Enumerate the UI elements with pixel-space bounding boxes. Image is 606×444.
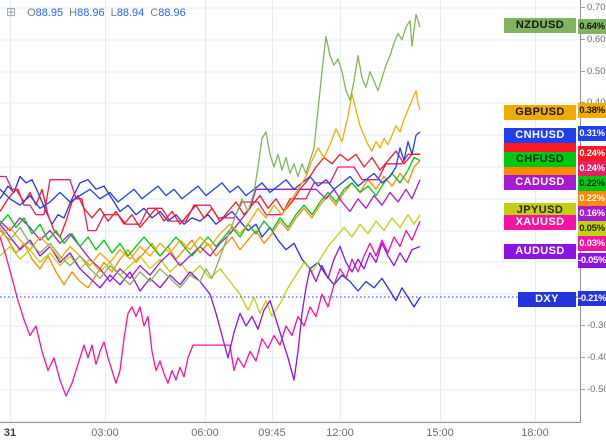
- ohlc-open-label: O: [27, 7, 36, 19]
- price-label-0.64%: 0.64%: [578, 18, 606, 34]
- price-label--0.21%: -0.21%: [578, 290, 606, 306]
- price-label-0.05%: 0.05%: [578, 220, 606, 236]
- time-tick-18:00: 18:00: [521, 427, 549, 439]
- price-tick-text: 0.70%: [587, 2, 606, 13]
- time-tick-03:00: 03:00: [91, 427, 119, 439]
- time-tick-09:45: 09:45: [258, 427, 286, 439]
- price-label-0.03%: 0.03%: [578, 235, 606, 251]
- price-tick-text: 0.60%: [587, 33, 606, 45]
- series-line-CADUSD[interactable]: [0, 179, 421, 283]
- price-tick-label: -0.30%: [581, 320, 606, 332]
- chart-plot-area[interactable]: [0, 0, 581, 423]
- price-tick-dash: [581, 6, 585, 8]
- ohlc-high-value: 88.96: [77, 7, 105, 19]
- time-axis-line: [0, 422, 581, 423]
- price-label-0.16%: 0.16%: [578, 205, 606, 221]
- time-tick-31: 31: [3, 427, 17, 439]
- series-line-DXY[interactable]: [0, 175, 421, 308]
- price-tick-label: 0.50%: [581, 66, 606, 78]
- price-tick-dash: [581, 70, 585, 72]
- price-tick-text: -0.30%: [587, 320, 606, 331]
- price-tick-text: -0.40%: [587, 351, 606, 363]
- series-line-GBPUSD[interactable]: [0, 90, 421, 267]
- series-flag-CADUSD[interactable]: CADUSD: [504, 174, 576, 190]
- series-line-CHFUSD[interactable]: [0, 156, 421, 257]
- series-line-AUDUSD[interactable]: [0, 223, 421, 381]
- series-flag-CHFUSD[interactable]: CHFUSD: [504, 151, 576, 167]
- price-tick-dash: [581, 38, 585, 40]
- time-tick-15:00: 15:00: [426, 427, 454, 439]
- series-flag-AUDUSD[interactable]: AUDUSD: [504, 243, 576, 259]
- time-tick-12:00: 12:00: [326, 427, 354, 439]
- price-label-0.24%: 0.24%: [578, 160, 606, 176]
- ohlc-close-value: 88.96: [158, 7, 186, 19]
- price-tick-dash: [581, 324, 585, 326]
- series-line-NZDUSD[interactable]: [0, 13, 421, 289]
- price-label-0.31%: 0.31%: [578, 125, 606, 141]
- ohlc-close-label: C: [150, 7, 159, 19]
- price-tick-dash: [581, 388, 585, 390]
- series-flag-DXY[interactable]: DXY: [518, 291, 576, 307]
- price-label--0.05%: -0.05%: [578, 252, 606, 268]
- price-tick-label: 0.60%: [581, 34, 606, 46]
- series-flag-XAUUSD[interactable]: XAUUSD: [504, 214, 576, 230]
- price-tick-label: -0.50%: [581, 384, 606, 396]
- series-flag-JPYUSD[interactable]: JPYUSD: [504, 202, 576, 218]
- price-tick-text: -0.50%: [587, 383, 606, 395]
- price-label-0.22%: 0.22%: [578, 175, 606, 191]
- ohlc-high-label: H: [69, 7, 78, 19]
- series-flag-GBPUSD[interactable]: GBPUSD: [504, 104, 576, 120]
- ohlc-low-value: 88.94: [116, 7, 145, 19]
- price-label-0.38%: 0.38%: [578, 102, 606, 118]
- price-tick-label: -0.40%: [581, 352, 606, 364]
- price-label-0.22%: 0.22%: [578, 190, 606, 206]
- series-flag-NZDUSD[interactable]: NZDUSD: [504, 17, 576, 33]
- expand-legend-icon[interactable]: ⊞: [6, 5, 17, 19]
- ohlc-open-value: 88.95: [35, 7, 64, 19]
- ohlc-legend: ⊞ O88.95 H88.96 L88.94 C88.96: [6, 5, 186, 19]
- price-tick-dash: [581, 356, 585, 358]
- series-line-CNHUSD[interactable]: [0, 131, 421, 209]
- price-tick-label: 0.70%: [581, 2, 606, 14]
- series-line-hidden[interactable]: [0, 150, 420, 238]
- price-label-0.24%: 0.24%: [578, 145, 606, 161]
- price-tick-text: 0.50%: [587, 65, 606, 77]
- series-flag-CNHUSD[interactable]: CNHUSD: [504, 127, 576, 143]
- series-line-XAUUSD[interactable]: [0, 220, 421, 397]
- ohlc-low-label: L: [110, 7, 117, 19]
- time-tick-06:00: 06:00: [191, 427, 219, 439]
